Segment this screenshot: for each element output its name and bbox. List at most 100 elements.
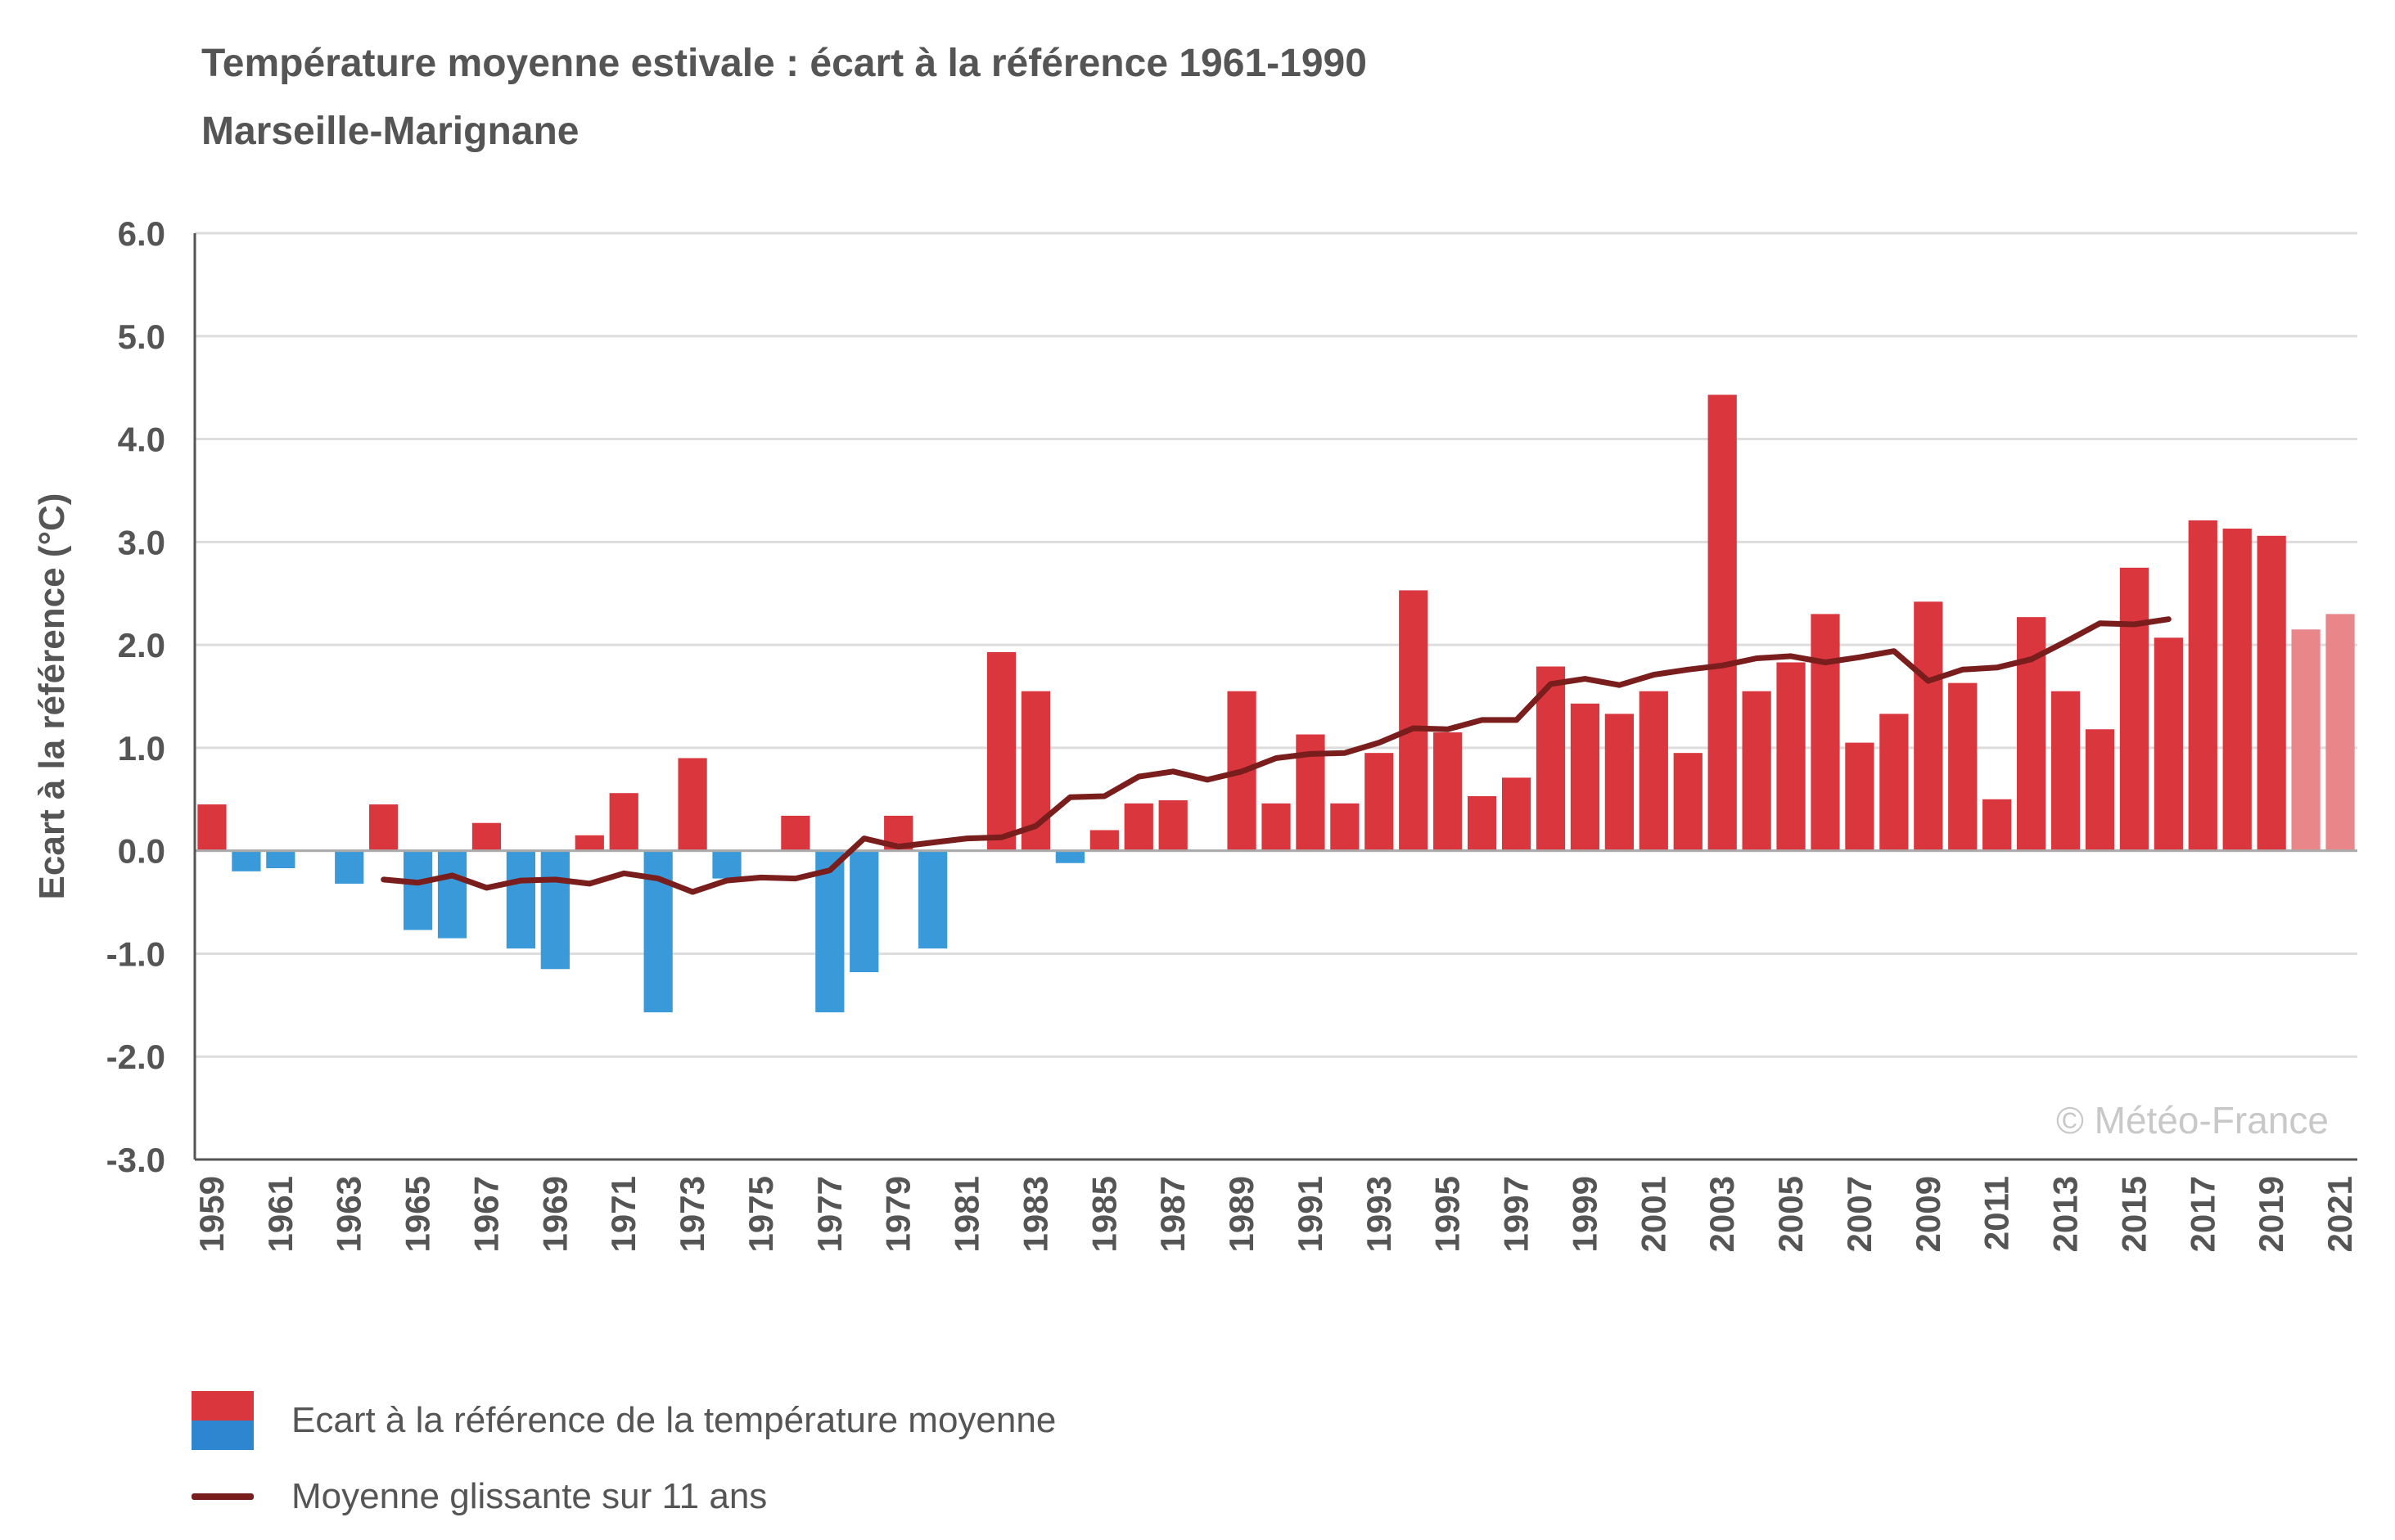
bar-1982 [986, 651, 1017, 851]
bar-1980 [918, 850, 948, 949]
x-tick-label: 1967 [467, 1176, 505, 1252]
bar-1965 [403, 850, 433, 930]
x-tick-label: 1959 [192, 1176, 231, 1252]
bar-2006 [1811, 614, 1840, 851]
bar-2019 [2257, 535, 2286, 851]
x-tick-label: 2015 [2114, 1176, 2153, 1252]
bar-1959 [197, 804, 227, 851]
bar-1997 [1501, 777, 1531, 851]
bar-1978 [850, 850, 879, 973]
bar-2015 [2119, 567, 2149, 851]
legend-item-moving-average: Moyenne glissante sur 11 ans [192, 1476, 767, 1517]
legend-item-anomaly: Ecart à la référence de la température m… [192, 1391, 1056, 1450]
bar-1968 [506, 850, 536, 949]
bar-1984 [1055, 850, 1085, 863]
x-tick-label: 2013 [2046, 1176, 2085, 1252]
x-tick-label: 2009 [1909, 1176, 1947, 1252]
x-tick-label: 2021 [2321, 1176, 2359, 1252]
legend-swatch-line [192, 1493, 254, 1500]
bar-2002 [1673, 753, 1703, 851]
x-tick-label: 1991 [1291, 1176, 1329, 1252]
bar-2007 [1845, 742, 1874, 851]
bar-1993 [1364, 753, 1394, 851]
bar-1996 [1468, 796, 1497, 851]
x-tick-label: 1969 [535, 1176, 574, 1252]
bar-1973 [678, 758, 707, 851]
bar-1967 [471, 822, 502, 851]
x-tick-label: 1983 [1016, 1176, 1054, 1252]
x-tick-label: 1989 [1222, 1176, 1261, 1252]
y-tick-label: 1.0 [118, 729, 165, 768]
bar-1992 [1330, 803, 1360, 851]
bar-2018 [2222, 528, 2252, 851]
bar-1964 [369, 804, 399, 851]
bar-1971 [609, 793, 638, 851]
y-tick-label: 4.0 [118, 421, 165, 459]
bar-2003 [1707, 394, 1737, 851]
bar-1977 [815, 850, 845, 1013]
bar-2011 [1982, 799, 2012, 851]
x-tick-label: 1981 [948, 1176, 986, 1252]
x-tick-label: 1987 [1153, 1176, 1192, 1252]
x-tick-label: 1995 [1428, 1176, 1467, 1252]
bar-1994 [1399, 590, 1428, 851]
legend-label-anomaly: Ecart à la référence de la température m… [291, 1400, 1057, 1440]
y-tick-label: 5.0 [118, 317, 165, 356]
x-tick-label: 1977 [810, 1176, 849, 1252]
bar-1966 [437, 850, 467, 939]
x-tick-label: 1985 [1085, 1176, 1123, 1252]
bar-2000 [1604, 714, 1634, 851]
x-tick-label: 2011 [1978, 1176, 2016, 1250]
bar-2013 [2050, 691, 2081, 851]
y-tick-label: 0.0 [118, 832, 165, 871]
y-tick-label: -3.0 [106, 1141, 165, 1179]
bar-1963 [335, 850, 364, 884]
bar-1987 [1158, 800, 1188, 851]
bar-1986 [1124, 803, 1153, 851]
x-tick-label: 2003 [1703, 1176, 1741, 1252]
watermark-text: © Météo-France [2056, 1099, 2329, 1141]
bar-2016 [2154, 637, 2183, 851]
x-tick-label: 1975 [742, 1176, 780, 1252]
bar-2004 [1742, 691, 1771, 851]
x-tick-label: 1999 [1565, 1176, 1603, 1252]
x-tick-label: 1965 [399, 1176, 437, 1252]
y-axis-title: Ecart à la référence (°C) [32, 493, 72, 900]
moving-average-line [381, 616, 2172, 895]
bar-2008 [1879, 714, 1909, 851]
bar-2021 [2325, 614, 2355, 851]
bar-2009 [1914, 601, 1943, 851]
bar-1969 [540, 850, 570, 970]
legend-label-moving-average: Moyenne glissante sur 11 ans [291, 1476, 768, 1516]
y-tick-label: -1.0 [106, 934, 165, 973]
bar-1999 [1570, 703, 1600, 851]
x-tick-label: 1961 [261, 1176, 300, 1252]
bar-1995 [1433, 732, 1463, 851]
legend-swatch-bars [192, 1391, 254, 1450]
chart-title: Température moyenne estivale : écart à l… [201, 42, 1367, 85]
bar-1985 [1089, 830, 1119, 851]
x-tick-label: 1993 [1360, 1176, 1398, 1252]
x-tick-label: 2017 [2183, 1176, 2221, 1252]
bar-2020 [2291, 629, 2321, 851]
bar-1974 [712, 850, 742, 879]
x-tick-label: 2007 [1840, 1176, 1879, 1252]
bar-1990 [1261, 803, 1291, 851]
bar-2014 [2085, 729, 2115, 851]
y-tick-label: 2.0 [118, 626, 165, 664]
bar-1960 [232, 850, 261, 871]
x-tick-label: 1997 [1497, 1176, 1536, 1252]
x-tick-label: 2005 [1771, 1176, 1810, 1252]
bar-2010 [1948, 682, 1978, 851]
bar-2001 [1639, 691, 1668, 851]
y-tick-label: 3.0 [118, 523, 165, 561]
y-tick-label: 6.0 [118, 214, 165, 253]
x-tick-label: 2019 [2252, 1176, 2290, 1252]
chart-subtitle: Marseille-Marignane [201, 110, 580, 153]
x-tick-label: 2001 [1634, 1176, 1672, 1252]
bar-2017 [2188, 520, 2217, 851]
bar-1970 [575, 835, 604, 851]
bar-1976 [781, 815, 810, 851]
bar-2005 [1776, 662, 1806, 851]
